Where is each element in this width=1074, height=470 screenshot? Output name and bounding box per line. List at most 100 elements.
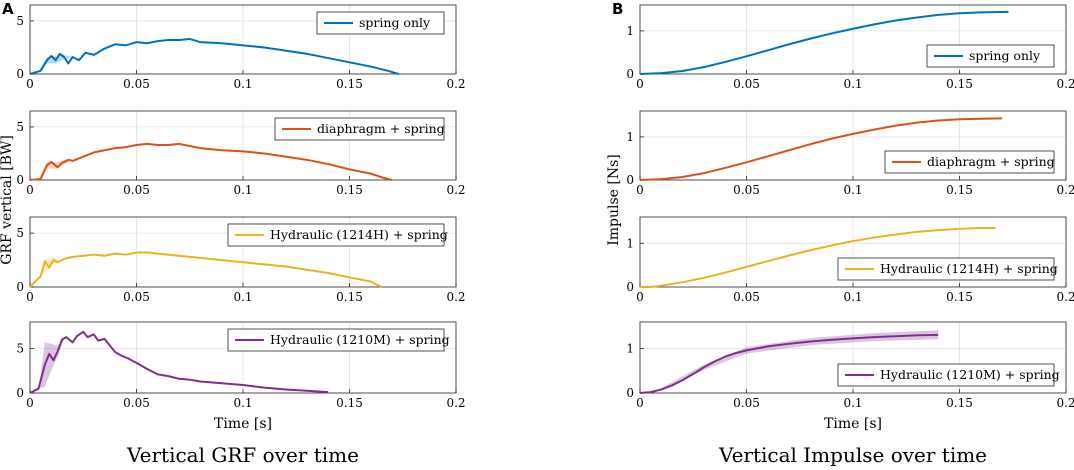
legend: Hydraulic (1214H) + spring <box>227 223 448 247</box>
legend-label: diaphragm + spring <box>927 154 1055 169</box>
legend-label: spring only <box>359 15 431 30</box>
x-tick-label: 0.2 <box>1056 290 1074 304</box>
x-tick-label: 0 <box>26 77 34 91</box>
legend-box <box>316 11 445 35</box>
legend-label: Hydraulic (1210M) + spring <box>270 332 450 347</box>
legend: spring only <box>926 44 1055 68</box>
legend: Hydraulic (1210M) + spring <box>837 363 1060 387</box>
series-line <box>29 142 393 181</box>
y-tick-label: 0 <box>16 280 24 294</box>
subplot-2: 0 0.05 0.1 0.15 0.2 0 1 diaphragm + spring <box>626 110 1074 197</box>
x-tick-label: 0 <box>26 396 34 410</box>
subplot-3: 0 0.05 0.1 0.15 0.2 0 5 Hydraulic (1214H) + spr… <box>16 216 466 304</box>
legend-box <box>837 257 1055 281</box>
y-axis-label: GRF vertical [BW] <box>0 135 15 265</box>
y-tick-label: 1 <box>626 236 634 250</box>
x-tick-label: 0.1 <box>843 77 862 91</box>
x-tick-label: 0 <box>26 183 34 197</box>
series-line <box>639 333 939 394</box>
y-tick-label: 1 <box>626 24 634 38</box>
legend-label: diaphragm + spring <box>317 121 445 136</box>
x-tick-label: 0.1 <box>233 183 252 197</box>
x-tick-label: 0.2 <box>446 77 465 91</box>
series-line <box>29 330 329 394</box>
subplot-3: 0 0.05 0.1 0.15 0.2 0 1 Hydraulic (1214H) + spr… <box>626 216 1074 304</box>
x-tick-label: 0.1 <box>843 183 862 197</box>
x-tick-label: 0 <box>636 290 644 304</box>
x-axis-label: Time [s] <box>214 416 272 432</box>
legend-label: Hydraulic (1214H) + spring <box>880 261 1058 276</box>
y-tick-label: 1 <box>626 342 634 356</box>
x-tick-label: 0.15 <box>946 183 973 197</box>
legend-box <box>227 223 445 247</box>
legend-box <box>274 117 445 141</box>
subplot-1: 0 0.05 0.1 0.15 0.2 0 1 spring only <box>626 4 1074 91</box>
x-tick-label: 0.05 <box>123 290 150 304</box>
x-tick-label: 0.2 <box>1056 396 1074 410</box>
legend: spring only <box>316 11 445 35</box>
series-line <box>29 37 399 75</box>
legend: diaphragm + spring <box>274 117 445 141</box>
legend-label: Hydraulic (1210M) + spring <box>880 367 1060 382</box>
y-tick-label: 0 <box>16 386 24 400</box>
x-tick-label: 0.05 <box>733 290 760 304</box>
x-tick-label: 0.05 <box>123 77 150 91</box>
x-tick-label: 0.1 <box>233 77 252 91</box>
y-tick-label: 0 <box>626 67 634 81</box>
y-tick-label: 0 <box>626 386 634 400</box>
subplot-2: 0 0.05 0.1 0.15 0.2 0 5 diaphragm + spring <box>16 110 466 197</box>
x-tick-label: 0.2 <box>446 290 465 304</box>
x-tick-label: 0.15 <box>336 290 363 304</box>
y-tick-label: 0 <box>16 67 24 81</box>
x-tick-label: 0 <box>26 290 34 304</box>
x-tick-label: 0.15 <box>336 183 363 197</box>
x-tick-label: 0.15 <box>336 77 363 91</box>
x-tick-label: 0.1 <box>233 396 252 410</box>
x-tick-label: 0.2 <box>446 183 465 197</box>
x-tick-label: 0.2 <box>446 396 465 410</box>
legend-label: Hydraulic (1214H) + spring <box>270 227 448 242</box>
x-tick-label: 0 <box>636 183 644 197</box>
subplot-4: 0 0.05 0.1 0.15 0.2 0 5 Hydraulic (1210M) + spr… <box>16 321 466 410</box>
y-tick-label: 5 <box>16 226 24 240</box>
x-tick-label: 0.05 <box>733 183 760 197</box>
x-tick-label: 0 <box>636 396 644 410</box>
x-tick-label: 0.05 <box>123 183 150 197</box>
legend-box <box>926 44 1055 68</box>
panel-letter: B <box>612 0 623 18</box>
x-tick-label: 0.1 <box>843 290 862 304</box>
x-tick-label: 0.05 <box>123 396 150 410</box>
series-line <box>29 251 382 288</box>
y-tick-label: 0 <box>16 173 24 187</box>
x-tick-label: 0 <box>636 77 644 91</box>
y-tick-label: 5 <box>16 342 24 356</box>
series-line <box>640 226 996 288</box>
subplot-1: 0 0.05 0.1 0.15 0.2 0 5 spring only <box>16 4 466 91</box>
x-tick-label: 0.15 <box>946 290 973 304</box>
panel-caption: Vertical GRF over time <box>126 443 359 467</box>
x-tick-label: 0.05 <box>733 77 760 91</box>
panel-letter: A <box>2 0 14 18</box>
legend-box <box>227 328 445 352</box>
x-tick-label: 0.2 <box>1056 183 1074 197</box>
y-tick-label: 0 <box>626 173 634 187</box>
x-axis-label: Time [s] <box>824 416 882 432</box>
x-tick-label: 0.1 <box>233 290 252 304</box>
x-tick-label: 0.2 <box>1056 77 1074 91</box>
y-axis-label: Impulse [Ns] <box>606 154 622 246</box>
legend-box <box>884 150 1055 174</box>
panel-b: B 0 0.05 0.1 0.15 0.2 0 1 spring only 0 0.05 0.1 0.1… <box>606 0 1074 467</box>
x-tick-label: 0.05 <box>733 396 760 410</box>
x-tick-label: 0.1 <box>843 396 862 410</box>
y-tick-label: 5 <box>16 14 24 28</box>
y-tick-label: 5 <box>16 120 24 134</box>
legend: Hydraulic (1210M) + spring <box>227 328 450 352</box>
x-tick-label: 0.15 <box>946 396 973 410</box>
y-tick-label: 0 <box>626 280 634 294</box>
legend-label: spring only <box>969 48 1041 63</box>
x-tick-label: 0.15 <box>336 396 363 410</box>
legend: Hydraulic (1214H) + spring <box>837 257 1058 281</box>
legend-box <box>837 363 1055 387</box>
